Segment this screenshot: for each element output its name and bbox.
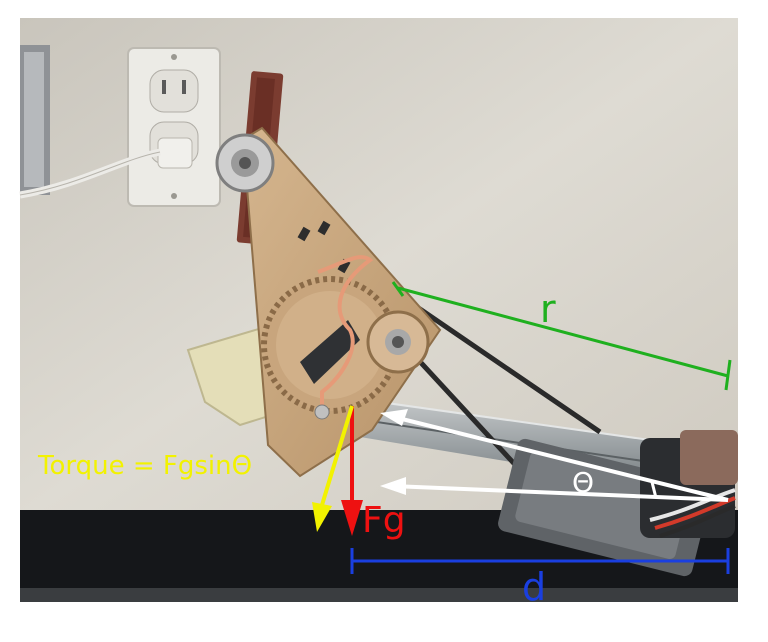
wall-outlet-icon xyxy=(127,47,221,207)
orange-string xyxy=(314,255,374,420)
distance-label: d xyxy=(522,565,546,609)
top-pulley xyxy=(215,133,275,193)
gravity-label: Fg xyxy=(362,500,406,541)
bottom-pulley xyxy=(366,310,430,374)
side-panel xyxy=(20,45,50,195)
torque-label: Torque = FgsinΘ xyxy=(37,451,252,481)
arm-direction-arrows xyxy=(380,409,729,502)
angle-label: Θ xyxy=(572,466,594,499)
servo-motor-icon xyxy=(498,430,738,577)
distance-indicator xyxy=(350,548,730,574)
gravity-force-arrow xyxy=(341,406,363,536)
power-cord xyxy=(19,137,193,199)
torque-force-arrow xyxy=(312,405,354,532)
radius-indicator xyxy=(391,281,732,391)
radius-label: r xyxy=(540,287,556,331)
